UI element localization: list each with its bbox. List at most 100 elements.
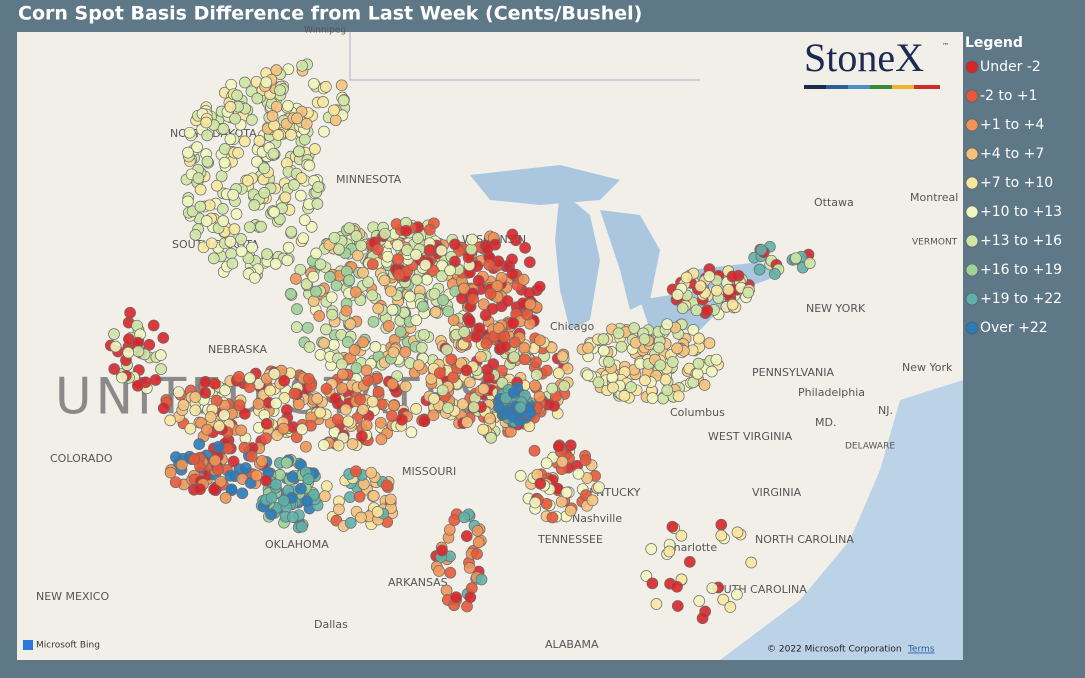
- point: [199, 376, 212, 388]
- point: [387, 346, 400, 359]
- point: [698, 379, 711, 391]
- place-label: NEBRASKA: [208, 343, 267, 356]
- place-label: WEST VIRGINIA: [708, 430, 793, 443]
- point: [507, 410, 519, 423]
- point: [365, 466, 378, 479]
- point: [371, 506, 384, 518]
- point: [311, 198, 324, 210]
- point: [294, 189, 307, 202]
- point: [418, 328, 430, 341]
- point: [428, 287, 441, 300]
- logo-bar: [870, 85, 892, 89]
- point: [463, 314, 476, 327]
- point: [666, 520, 679, 533]
- place-label: NORTH CAROLINA: [755, 533, 854, 546]
- place-label: VERMONT: [912, 238, 958, 248]
- place-label: DELAWARE: [845, 442, 895, 452]
- point: [300, 440, 312, 453]
- point: [109, 340, 122, 353]
- point: [245, 450, 258, 463]
- point: [320, 323, 332, 336]
- point: [295, 482, 307, 495]
- point: [333, 503, 345, 516]
- point: [302, 473, 315, 485]
- point: [552, 440, 565, 453]
- point: [235, 245, 248, 258]
- point: [399, 380, 412, 393]
- point: [475, 573, 488, 586]
- point: [687, 324, 700, 336]
- legend-label: +1 to +4: [980, 117, 1044, 133]
- point: [307, 295, 320, 307]
- point: [366, 289, 379, 302]
- point: [332, 439, 345, 452]
- point: [410, 248, 422, 261]
- point: [233, 370, 245, 383]
- point: [523, 256, 536, 269]
- point: [392, 253, 404, 265]
- point: [351, 249, 364, 262]
- point: [246, 114, 258, 126]
- point: [396, 413, 408, 426]
- point: [279, 191, 292, 204]
- point: [360, 364, 373, 377]
- point: [301, 495, 313, 508]
- point: [200, 215, 213, 227]
- point: [450, 591, 462, 604]
- point: [646, 577, 659, 590]
- legend-swatch: [965, 292, 979, 306]
- point: [514, 401, 527, 414]
- point: [556, 455, 569, 468]
- point: [260, 432, 272, 445]
- point: [701, 304, 714, 317]
- point: [653, 341, 665, 354]
- point: [314, 349, 327, 361]
- place-label: Winnipeg: [304, 26, 346, 36]
- point: [556, 350, 569, 363]
- point: [333, 243, 345, 256]
- point: [507, 317, 520, 330]
- point: [278, 494, 290, 507]
- terms-link[interactable]: Terms: [907, 645, 935, 655]
- point: [355, 511, 367, 524]
- point: [227, 455, 240, 468]
- point: [267, 147, 280, 160]
- point: [463, 376, 476, 389]
- point: [483, 259, 496, 271]
- point: [671, 600, 684, 612]
- point: [466, 233, 478, 246]
- point: [228, 223, 241, 235]
- point: [189, 391, 202, 403]
- point: [514, 470, 527, 482]
- point: [205, 237, 218, 250]
- point: [238, 407, 251, 420]
- place-label: MINNESOTA: [336, 173, 402, 186]
- point: [157, 332, 170, 344]
- place-label: Chicago: [550, 320, 594, 333]
- legend-label: Under -2: [980, 59, 1041, 75]
- lake: [555, 190, 600, 330]
- point: [278, 375, 291, 387]
- point: [593, 481, 605, 494]
- point: [705, 365, 718, 378]
- copyright: © 2022 Microsoft Corporation: [767, 645, 902, 655]
- logo-mark: ™: [942, 42, 949, 50]
- point: [309, 143, 321, 155]
- point: [236, 487, 249, 500]
- point: [518, 353, 531, 366]
- point: [341, 336, 354, 348]
- place-label: ARKANSAS: [388, 576, 448, 589]
- point: [393, 268, 405, 281]
- point: [372, 386, 385, 398]
- point: [246, 241, 258, 254]
- point: [369, 341, 382, 353]
- point: [468, 401, 480, 414]
- point: [226, 257, 239, 270]
- point: [458, 282, 470, 295]
- legend-swatch: [965, 234, 979, 248]
- point: [231, 89, 243, 102]
- point: [285, 225, 298, 238]
- point: [444, 566, 457, 579]
- point: [335, 79, 348, 92]
